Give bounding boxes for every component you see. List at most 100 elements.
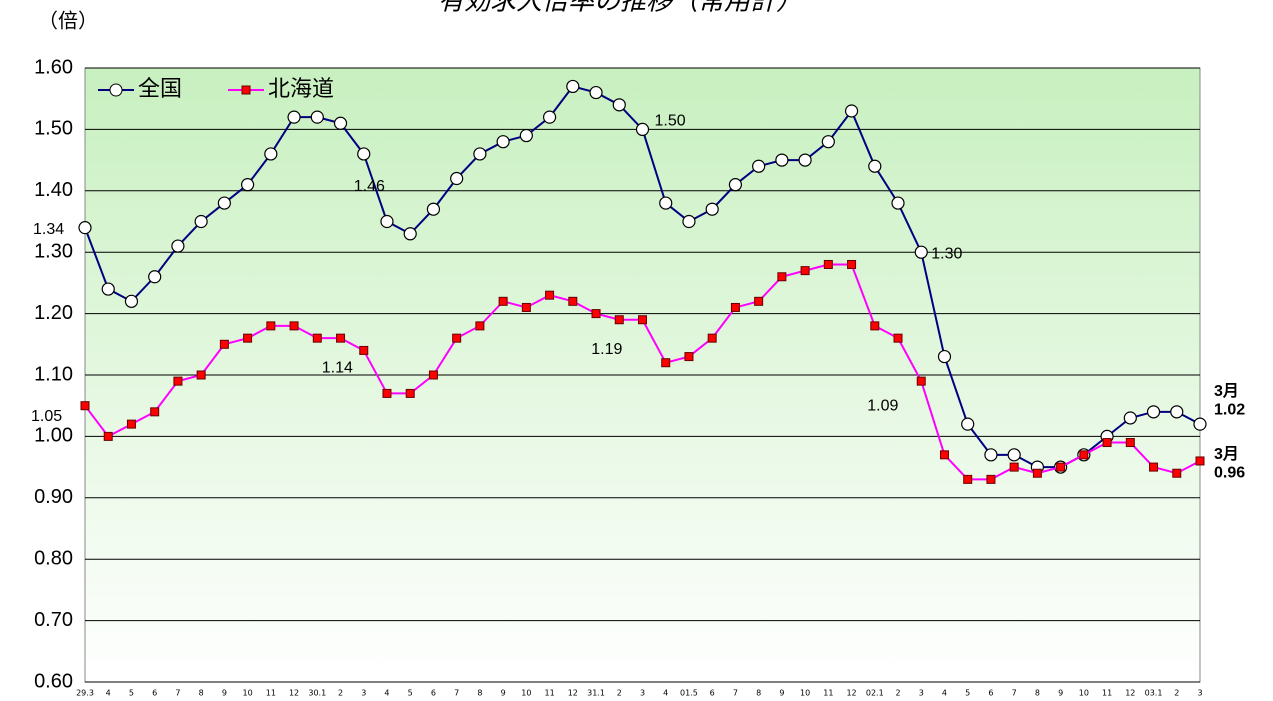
- marker: [963, 474, 973, 484]
- x-tick-label: 7: [175, 689, 180, 698]
- marker: [1056, 462, 1066, 472]
- marker: [545, 290, 555, 300]
- marker: [312, 333, 322, 343]
- marker: [173, 376, 183, 386]
- marker: [150, 407, 160, 417]
- marker: [359, 345, 369, 355]
- marker: [1170, 405, 1184, 419]
- marker: [730, 302, 740, 312]
- marker: [914, 245, 928, 259]
- x-tick-label: 9: [501, 689, 506, 698]
- marker: [961, 417, 975, 431]
- x-tick-label: 5: [129, 689, 134, 698]
- marker: [80, 401, 90, 411]
- marker: [1125, 438, 1135, 448]
- marker: [614, 315, 624, 325]
- marker: [1032, 468, 1042, 478]
- chart-title: 有効求人倍率の推移（常用計）: [438, 0, 802, 17]
- marker: [357, 147, 371, 161]
- marker: [405, 388, 415, 398]
- marker: [403, 227, 417, 241]
- marker: [428, 370, 438, 380]
- marker: [103, 431, 113, 441]
- x-tick-label: 9: [1058, 689, 1063, 698]
- marker: [310, 110, 324, 124]
- x-tick-label: 11: [823, 689, 833, 698]
- marker: [266, 321, 276, 331]
- x-tick-label: 30.1: [308, 689, 326, 698]
- marker: [568, 296, 578, 306]
- x-tick-label: 12: [289, 689, 299, 698]
- marker: [1195, 456, 1205, 466]
- marker: [682, 214, 696, 229]
- marker: [1009, 462, 1019, 472]
- x-tick-label: 10: [243, 689, 253, 698]
- marker: [775, 153, 789, 167]
- marker: [823, 259, 833, 269]
- y-tick-label: 1.00: [34, 425, 73, 447]
- marker: [78, 221, 92, 235]
- marker: [194, 214, 208, 229]
- marker: [219, 339, 229, 349]
- x-tick-label: 9: [222, 689, 227, 698]
- marker: [705, 202, 719, 216]
- marker: [591, 309, 601, 319]
- x-tick-label: 12: [846, 689, 856, 698]
- data-label: 1.14: [322, 360, 353, 377]
- data-label: 3月 0.96: [1214, 445, 1245, 481]
- y-tick-label: 1.10: [34, 363, 73, 385]
- x-tick-label: 3: [640, 689, 645, 698]
- marker: [638, 315, 647, 325]
- legend-marker: [241, 85, 251, 95]
- marker: [612, 98, 626, 112]
- data-label: 1.34: [33, 221, 64, 238]
- x-tick-label: 9: [779, 689, 784, 698]
- x-tick-label: 3: [919, 689, 924, 698]
- x-tick-label: 31.1: [587, 689, 605, 698]
- marker: [659, 196, 673, 210]
- marker: [777, 272, 787, 282]
- x-tick-label: 6: [710, 689, 715, 698]
- y-tick-label: 1.20: [34, 302, 73, 324]
- legend-marker: [109, 83, 123, 97]
- marker: [196, 370, 206, 380]
- legend-label: 全国: [138, 77, 182, 102]
- data-label: 1.46: [354, 178, 385, 195]
- x-tick-label: 02.1: [866, 689, 884, 698]
- marker: [475, 321, 485, 331]
- marker: [148, 270, 162, 284]
- y-tick-label: 1.60: [34, 56, 73, 78]
- marker: [589, 85, 603, 100]
- marker: [635, 122, 650, 136]
- x-tick-label: 03.1: [1145, 689, 1163, 698]
- marker: [382, 388, 392, 398]
- x-tick-label: 11: [1102, 689, 1112, 698]
- marker: [684, 352, 694, 362]
- x-tick-label: 3: [1197, 689, 1202, 698]
- marker: [287, 110, 301, 124]
- marker: [264, 147, 278, 161]
- marker: [566, 79, 580, 94]
- marker: [1146, 405, 1161, 419]
- y-tick-label: 0.70: [34, 609, 73, 631]
- x-tick-label: 3: [361, 689, 366, 698]
- x-tick-label: 7: [733, 689, 738, 698]
- x-tick-label: 8: [199, 689, 204, 698]
- x-tick-label: 5: [965, 689, 970, 698]
- marker: [289, 321, 299, 331]
- x-tick-label: 10: [800, 689, 810, 698]
- y-tick-label: 0.80: [34, 547, 73, 569]
- data-label: 1.05: [31, 408, 62, 425]
- marker: [891, 196, 905, 210]
- marker: [798, 153, 812, 167]
- x-tick-label: 2: [1174, 689, 1179, 698]
- data-label: 1.09: [867, 397, 898, 414]
- x-tick-label: 29.3: [76, 689, 94, 698]
- y-tick-label: 1.40: [34, 179, 73, 201]
- marker: [986, 474, 996, 484]
- marker: [893, 333, 903, 343]
- marker: [844, 104, 859, 118]
- marker: [752, 159, 766, 173]
- marker: [426, 202, 441, 216]
- x-tick-label: 2: [895, 689, 900, 698]
